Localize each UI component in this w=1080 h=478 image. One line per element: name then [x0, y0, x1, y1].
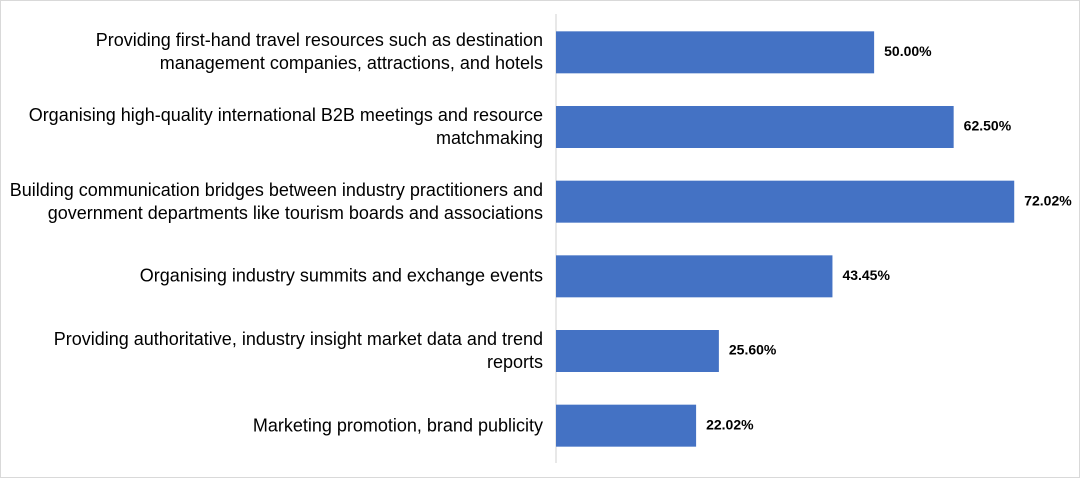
value-label: 50.00%: [884, 43, 932, 59]
category-label: Providing first-hand travel resources su…: [95, 30, 543, 74]
value-label: 72.02%: [1024, 192, 1072, 208]
category-label: Organising high-quality international B2…: [28, 105, 543, 148]
category-label: Marketing promotion, brand publicity: [252, 415, 543, 436]
bar: [556, 255, 833, 298]
value-label: 22.02%: [706, 416, 754, 432]
bar: [556, 330, 719, 372]
value-label: 43.45%: [842, 267, 890, 283]
bar: [556, 180, 1015, 223]
bar: [556, 31, 875, 74]
value-label: 25.60%: [729, 342, 777, 358]
category-label: Organising industry summits and exchange…: [139, 265, 543, 286]
bar: [556, 106, 954, 148]
value-label: 62.50%: [964, 118, 1012, 134]
bar: [556, 404, 697, 447]
category-label: Providing authoritative, industry insigh…: [53, 329, 543, 372]
category-label: Building communication bridges between i…: [9, 179, 543, 223]
